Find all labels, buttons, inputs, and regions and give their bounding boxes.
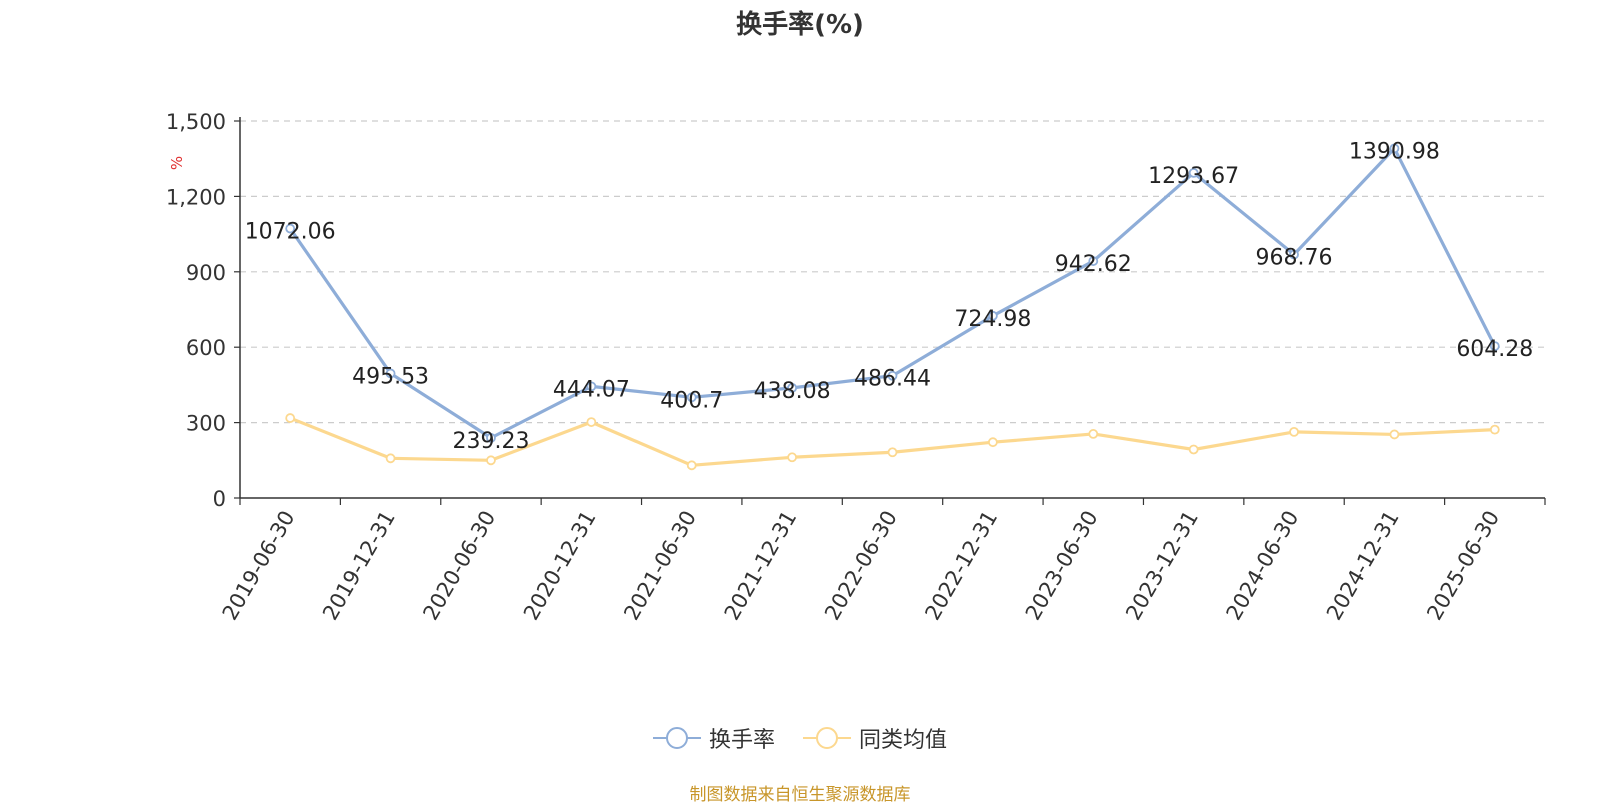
y-tick-label: 1,200 — [166, 185, 226, 209]
data-point-turnover — [1088, 256, 1099, 266]
y-tick-label: 1,500 — [166, 110, 226, 134]
data-point-turnover — [987, 310, 998, 321]
x-tick-label: 2024-06-30 — [1222, 507, 1304, 625]
legend-label-turnover: 换手率 — [708, 728, 775, 753]
data-label-turnover: 400.7 — [660, 388, 723, 413]
data-point-peer-average — [385, 453, 396, 464]
legend: 换手率 同类均值 — [0, 722, 1600, 754]
data-point-peer-average — [1389, 429, 1400, 440]
data-label-turnover: 486.44 — [854, 367, 931, 392]
data-label-turnover: 604.28 — [1456, 337, 1533, 362]
y-tick-label: 900 — [186, 261, 226, 285]
data-point-peer-average — [1489, 424, 1500, 435]
x-tick-label: 2020-12-31 — [519, 507, 601, 625]
x-tick-label: 2024-12-31 — [1322, 507, 1404, 625]
x-tick-label: 2020-06-30 — [418, 507, 500, 625]
data-label-turnover: 1390.98 — [1349, 139, 1440, 164]
series-line-turnover — [288, 146, 1497, 440]
data-label-turnover: 495.53 — [352, 364, 429, 389]
x-tick-label: 2021-12-31 — [720, 507, 802, 625]
data-label-turnover: 444.07 — [553, 377, 630, 402]
data-point-turnover — [686, 392, 697, 403]
y-tick-label: 300 — [186, 412, 226, 436]
x-tick-label: 2019-06-30 — [218, 507, 300, 625]
data-point-turnover — [887, 370, 898, 381]
x-tick-label: 2025-06-30 — [1422, 507, 1504, 625]
line-chart: 0 300 600 900 1,200 1,500% 2019-06-30 2019-12-3… — [166, 110, 1546, 625]
data-source-note: 制图数据来自恒生聚源数据库 — [689, 785, 911, 805]
chart-title: 换手率(%) — [736, 10, 864, 40]
data-point-turnover — [1188, 167, 1199, 178]
data-point-turnover — [1489, 341, 1500, 352]
data-point-peer-average — [987, 437, 998, 448]
data-point-turnover — [385, 368, 396, 379]
y-axis-label: % — [168, 156, 186, 170]
data-label-turnover: 239.23 — [452, 429, 529, 454]
y-tick-label: 0 — [213, 487, 226, 511]
legend-label-peer-average: 同类均值 — [859, 728, 948, 753]
data-point-peer-average — [686, 460, 697, 471]
x-tick-label: 2022-12-31 — [920, 507, 1002, 625]
legend-marker-turnover — [652, 727, 701, 749]
data-label-turnover: 968.76 — [1256, 246, 1333, 271]
data-point-peer-average — [1188, 444, 1199, 455]
data-point-turnover — [1389, 143, 1400, 154]
data-point-turnover — [1289, 249, 1299, 260]
x-tick-label: 2023-06-30 — [1021, 507, 1103, 625]
data-point-peer-average — [887, 447, 898, 458]
x-tick-label: 2021-06-30 — [619, 507, 701, 625]
x-tick-label: 2019-12-31 — [318, 506, 400, 624]
legend-item-turnover[interactable]: 换手率 — [652, 722, 775, 754]
data-point-turnover — [486, 432, 496, 443]
y-tick-label: 600 — [186, 336, 226, 360]
data-point-peer-average — [586, 417, 597, 427]
data-point-peer-average — [787, 452, 798, 463]
data-point-turnover — [586, 381, 597, 392]
data-point-turnover — [787, 382, 798, 393]
data-label-turnover: 724.98 — [954, 307, 1031, 332]
x-tick-label: 2022-06-30 — [820, 507, 902, 625]
data-point-turnover — [285, 223, 296, 234]
data-point-peer-average — [1088, 429, 1099, 439]
legend-marker-peer-average — [803, 727, 851, 749]
data-point-peer-average — [486, 455, 496, 466]
x-tick-label: 2023-12-31 — [1121, 507, 1203, 625]
data-label-turnover: 438.08 — [754, 379, 831, 404]
data-label-turnover: 1293.67 — [1148, 164, 1239, 189]
data-label-turnover: 1072.06 — [245, 220, 336, 245]
data-label-turnover: 942.62 — [1055, 252, 1132, 277]
legend-item-peer-average[interactable]: 同类均值 — [803, 722, 947, 754]
data-point-peer-average — [285, 413, 296, 423]
data-point-peer-average — [1289, 426, 1299, 437]
